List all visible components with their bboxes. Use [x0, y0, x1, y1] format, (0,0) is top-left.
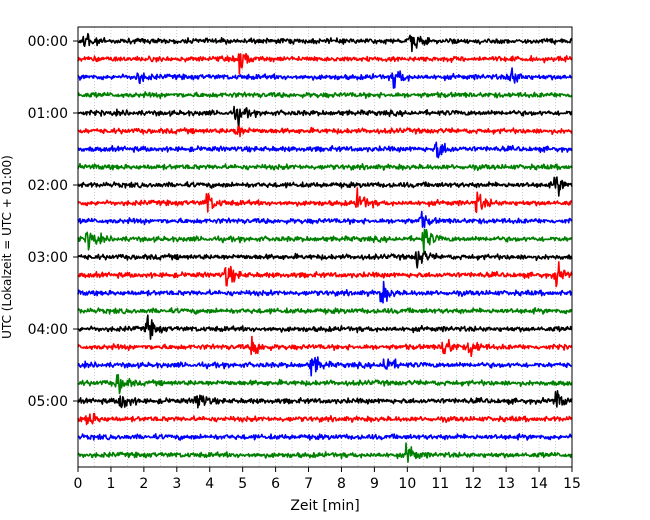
x-tick-label: 10	[398, 476, 416, 492]
x-tick-label: 5	[238, 476, 247, 492]
trace-line	[77, 261, 573, 288]
trace-line	[77, 52, 573, 75]
x-tick-label: 3	[172, 476, 181, 492]
y-tick-label: 00:00	[28, 34, 68, 50]
trace-line	[77, 228, 573, 253]
y-axis-ticks: 00:00 01:00 02:00 03:00 04:00 05:00	[28, 34, 78, 410]
x-tick-label: 6	[271, 476, 280, 492]
traces	[77, 32, 573, 463]
x-tick-label: 4	[205, 476, 214, 492]
trace-line	[77, 125, 573, 138]
y-axis-label: UTC (Lokalzeit = UTC + 01:00)	[0, 155, 14, 339]
x-tick-label: 14	[530, 476, 548, 492]
y-tick-label: 02:00	[28, 178, 68, 194]
trace-line	[77, 373, 573, 395]
y-tick-label: 05:00	[28, 394, 68, 410]
x-tick-label: 1	[106, 476, 115, 492]
trace-line	[77, 91, 573, 100]
x-axis-label: Zeit [min]	[290, 498, 359, 514]
trace-line	[77, 307, 573, 315]
x-tick-label: 12	[464, 476, 482, 492]
x-tick-label: 7	[304, 476, 313, 492]
y-tick-label: 04:00	[28, 322, 68, 338]
y-tick-label: 01:00	[28, 106, 68, 122]
x-axis-ticks: 0 1 2 3 4 5 6 7 8 9 10 11 12 13 14 15	[74, 467, 581, 492]
trace-line	[77, 280, 573, 304]
trace-line	[77, 250, 573, 269]
trace-line	[77, 141, 573, 159]
trace-line	[77, 32, 573, 53]
trace-line	[77, 176, 573, 197]
trace-line	[77, 356, 573, 377]
trace-line	[77, 390, 573, 409]
y-tick-label: 03:00	[28, 250, 68, 266]
x-tick-label: 13	[497, 476, 515, 492]
trace-line	[77, 105, 573, 129]
trace-line	[77, 187, 573, 214]
x-tick-label: 9	[370, 476, 379, 492]
plot-frame	[77, 26, 573, 468]
trace-line	[77, 442, 573, 463]
trace-line	[77, 433, 573, 441]
trace-line	[77, 67, 573, 89]
x-tick-label: 2	[139, 476, 148, 492]
trace-line	[77, 412, 573, 426]
trace-line	[77, 314, 573, 340]
x-tick-label: 15	[563, 476, 581, 492]
x-tick-label: 11	[431, 476, 449, 492]
x-tick-label: 8	[337, 476, 346, 492]
trace-line	[77, 210, 573, 229]
trace-line	[77, 162, 573, 172]
x-tick-label: 0	[74, 476, 83, 492]
trace-line	[77, 335, 573, 358]
